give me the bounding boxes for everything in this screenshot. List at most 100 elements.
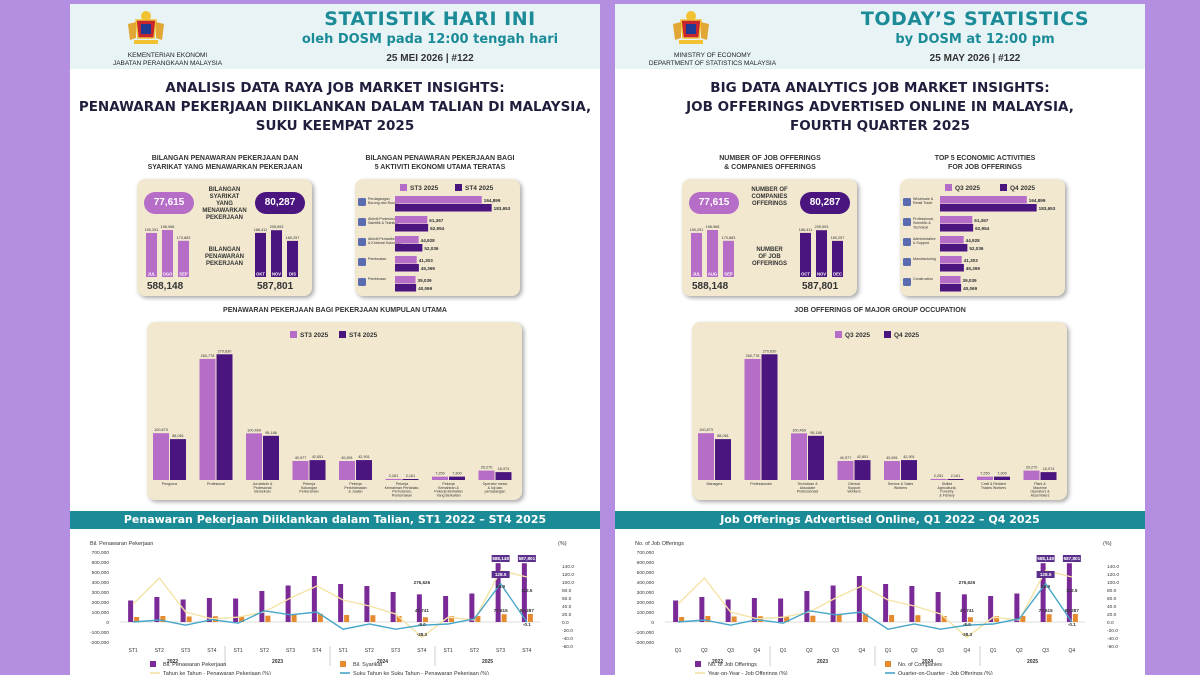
- legend-swatch-q4: [455, 184, 462, 191]
- occupation-label: Pengurus: [162, 482, 178, 486]
- occupation-value-q4: 88,061: [172, 434, 184, 438]
- y2-tick-label: -40.0: [562, 636, 573, 642]
- occupation-bar-q4: [495, 472, 512, 480]
- trend-annotation: 112.5: [1066, 588, 1078, 593]
- header: KEMENTERIAN EKONOMI JABATAN PERANGKAAN MA…: [70, 4, 600, 69]
- total-q3: 588,148: [147, 281, 184, 292]
- activity-icon: [358, 198, 366, 206]
- month-bar: [707, 230, 718, 271]
- companies-bar: [344, 615, 350, 622]
- label-line: NUMBER: [756, 247, 783, 253]
- occupation-label: & Jualan: [349, 490, 363, 494]
- occupation-value-q4: 16,974: [1043, 467, 1055, 471]
- activity-label: Scientific &: [913, 221, 931, 225]
- month-tag: [832, 271, 843, 277]
- quarter-label: Q4: [754, 648, 761, 654]
- trend-legend-swatch: [150, 661, 156, 667]
- y2-tick-label: -20.0: [562, 628, 573, 634]
- summary-title-line: & COMPANIES OFFERINGS: [724, 163, 816, 171]
- occupation-label: Craft & Related: [981, 482, 1006, 486]
- occupation-label: Sokongan: [301, 486, 317, 490]
- month-label: JUL: [693, 272, 701, 277]
- companies-q4-pill: 80,287: [255, 192, 305, 214]
- month-label: OCT: [801, 272, 810, 277]
- companies-bar: [862, 613, 868, 622]
- quarter-label: Q3: [1042, 648, 1049, 654]
- occupation-label: Perkhidmatan: [344, 486, 366, 490]
- trend-annotation: 112.5: [521, 588, 533, 593]
- label-line: OF JOB: [758, 254, 781, 260]
- companies-bar: [396, 616, 402, 622]
- label-line: MENAWARKAN: [202, 208, 247, 214]
- quarter-label: Q3: [832, 648, 839, 654]
- job-offers-bar: [364, 586, 370, 622]
- companies-bar: [239, 616, 245, 622]
- occupation-value-q4: 42,901: [903, 455, 915, 459]
- trend-chart: No. of Job Offerings (%) -200,000 -100,000 0…: [635, 541, 1119, 675]
- quarter-label: Q2: [701, 648, 708, 654]
- y-tick-label: 200,000: [637, 600, 655, 606]
- month-value-label: 205,593: [815, 225, 829, 229]
- ministry-line: JABATAN PERANGKAAN MALAYSIA: [112, 59, 223, 67]
- month-value-label: 186,411: [254, 228, 267, 232]
- occupation-value-q3: 100,873: [154, 428, 168, 432]
- month-label: DIS: [289, 272, 296, 277]
- activity-bar-q4: [395, 204, 492, 212]
- occupation-label: Bersekutu: [254, 490, 270, 494]
- quarter-label: ST2: [470, 648, 479, 654]
- label-line: OFFERINGS: [751, 261, 787, 267]
- quarter-label: ST4: [207, 648, 216, 654]
- occupation-label: Professionals: [750, 482, 772, 486]
- y2-tick-label: 60.0: [562, 596, 572, 602]
- activity-value-q3: 164,899: [1029, 198, 1046, 203]
- quarter-label: ST2: [155, 648, 164, 654]
- trend-legend-label: Year-on-Year - Job Offerings (%): [708, 671, 788, 675]
- job-offers-bar: [804, 591, 810, 622]
- job-offers-bar: [883, 584, 889, 622]
- trend-annotation: -8.0: [963, 622, 971, 627]
- occupation-label: Machine: [1033, 486, 1047, 490]
- trend-annotation: 80,287: [1065, 608, 1079, 613]
- job-offers-bar: [259, 591, 265, 622]
- occupation-label: Professionals: [797, 490, 819, 494]
- occupation-value-q3: 260,778: [201, 354, 215, 358]
- quarter-label: Q2: [911, 648, 918, 654]
- activity-label: Aktiviti Profesional,: [368, 217, 398, 221]
- trend-annotation: 276,626: [959, 580, 976, 585]
- month-value-label: 180,257: [286, 236, 300, 240]
- year-label: 2023: [817, 659, 828, 665]
- occupation-value-q3: 100,873: [699, 428, 713, 432]
- trend-annotation: -8.0: [418, 622, 426, 627]
- occupation-value-q3: 7,250: [435, 472, 445, 476]
- quarter-label: ST1: [234, 648, 243, 654]
- y2-tick-label: -60.0: [1107, 644, 1118, 650]
- year-label: 2022: [167, 659, 178, 665]
- trend-annotation: 276,626: [414, 580, 431, 585]
- quarter-label: ST4: [522, 648, 531, 654]
- ministry-line: DEPARTMENT OF STATISTICS MALAYSIA: [648, 59, 777, 67]
- occupation-bar-q3: [791, 433, 807, 480]
- quarter-label: ST4: [417, 648, 426, 654]
- occupation-bar-q4: [901, 460, 917, 480]
- trend-legend-swatch: [695, 661, 701, 667]
- occupation-bar-q3: [1023, 470, 1040, 480]
- occupation-label: Operators &: [1030, 490, 1050, 494]
- quarter-label: Q3: [727, 648, 734, 654]
- activity-label: & Support: [913, 241, 929, 245]
- activity-value-q3: 61,367: [429, 218, 443, 223]
- occupation-value-q4: 270,830: [763, 349, 777, 353]
- occupation-value-q3: 40,977: [840, 456, 852, 460]
- label-companies: NUMBER OF COMPANIES OFFERINGS: [742, 187, 797, 208]
- y2-tick-label: 80.0: [562, 588, 572, 594]
- month-label: JUL: [148, 272, 156, 277]
- job-offers-bar: [725, 599, 731, 622]
- activity-bar-q3: [395, 236, 419, 244]
- trend-annotation: 128.5: [1040, 572, 1052, 577]
- occupation-label: Pekerja Berkaitan: [434, 490, 462, 494]
- trend-band-title: Penawaran Pekerjaan Diiklankan dalam Tal…: [70, 511, 600, 529]
- activity-label: Technical: [913, 225, 928, 229]
- trend-annotation: 587,801: [1064, 556, 1081, 561]
- trend-legend-label: No. of Companies: [898, 662, 942, 668]
- activity-label: Aktiviti Pentadbiran: [368, 237, 399, 241]
